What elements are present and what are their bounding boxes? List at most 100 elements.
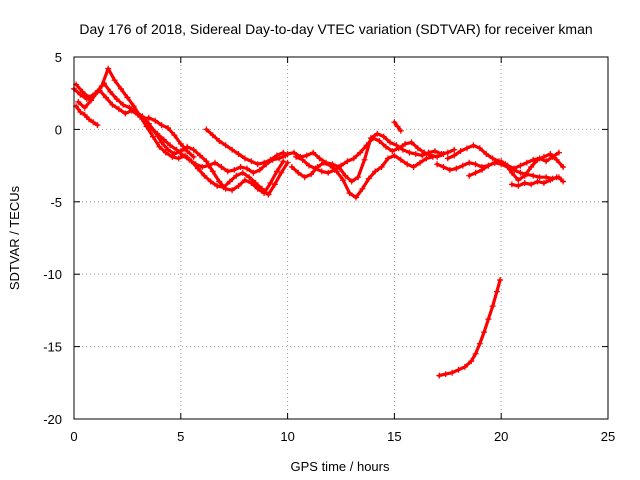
- data-point: [536, 174, 543, 181]
- data-point: [408, 139, 415, 146]
- data-point: [77, 109, 84, 115]
- x-tick-label: 0: [70, 429, 77, 444]
- data-point: [466, 172, 473, 179]
- data-series-arc-9: [293, 135, 447, 176]
- data-point: [540, 153, 547, 160]
- data-point: [229, 146, 236, 153]
- data-point: [444, 149, 451, 156]
- data-point: [534, 178, 541, 185]
- y-tick-label: -20: [43, 412, 62, 427]
- data-point: [327, 162, 334, 169]
- data-point: [303, 152, 310, 159]
- data-point: [560, 164, 567, 170]
- data-point: [241, 177, 248, 184]
- data-point: [534, 156, 541, 163]
- data-point: [261, 159, 268, 166]
- data-point: [224, 168, 231, 175]
- data-series-arc-5: [139, 114, 197, 160]
- data-point: [94, 122, 101, 129]
- data-point: [90, 119, 97, 126]
- data-point: [553, 156, 560, 163]
- data-point: [560, 178, 567, 185]
- data-point: [222, 142, 229, 149]
- data-point: [528, 181, 535, 188]
- data-point: [75, 98, 82, 105]
- data-point: [387, 139, 394, 146]
- data-point: [295, 169, 302, 176]
- data-point: [86, 116, 92, 123]
- data-point: [177, 140, 184, 147]
- data-point: [397, 127, 404, 134]
- data-point: [489, 155, 496, 162]
- data-point: [214, 182, 221, 189]
- data-point: [86, 94, 92, 101]
- data-point: [365, 175, 372, 182]
- data-point: [466, 159, 473, 166]
- data-point: [310, 149, 317, 156]
- data-point: [423, 155, 430, 162]
- chart-title: Day 176 of 2018, Sidereal Day-to-day VTE…: [79, 21, 592, 37]
- data-point: [376, 138, 383, 144]
- data-point: [395, 145, 402, 152]
- data-point: [81, 104, 88, 111]
- data-point: [472, 169, 479, 176]
- data-series-arc-4: [73, 103, 101, 129]
- data-point: [246, 174, 253, 181]
- data-point: [489, 303, 496, 310]
- series-trace: [72, 87, 288, 175]
- data-point: [197, 152, 203, 159]
- data-point: [248, 158, 255, 165]
- data-point: [216, 178, 223, 185]
- data-point: [111, 77, 118, 84]
- data-point: [267, 156, 274, 163]
- data-point: [457, 148, 464, 155]
- data-point: [190, 153, 197, 160]
- data-point: [508, 181, 515, 188]
- data-point: [105, 65, 112, 72]
- plot-frame: [73, 56, 609, 420]
- data-point: [331, 166, 338, 173]
- y-tick-label: -10: [43, 267, 62, 282]
- data-point: [124, 94, 131, 101]
- data-point: [555, 149, 562, 156]
- data-point: [553, 174, 560, 181]
- data-point: [312, 165, 319, 172]
- data-point: [167, 142, 174, 149]
- data-point: [252, 180, 259, 186]
- data-point: [233, 172, 240, 179]
- data-point: [241, 155, 248, 162]
- data-point: [316, 155, 323, 162]
- data-point: [348, 178, 355, 185]
- y-tick-label: -15: [43, 340, 62, 355]
- data-point: [293, 153, 300, 160]
- data-point: [182, 152, 189, 159]
- data-point: [459, 162, 466, 169]
- data-point: [485, 162, 492, 169]
- data-point: [440, 164, 447, 170]
- x-tick-label: 5: [177, 429, 184, 444]
- data-point: [203, 126, 210, 133]
- data-point: [394, 123, 401, 130]
- data-point: [177, 148, 184, 155]
- x-tick-label: 10: [280, 429, 294, 444]
- data-point: [353, 194, 359, 201]
- data-point: [115, 106, 122, 113]
- data-point: [320, 159, 327, 166]
- data-point: [444, 155, 451, 162]
- data-point: [126, 104, 133, 111]
- data-point: [231, 166, 238, 173]
- data-point: [434, 161, 441, 168]
- data-point: [528, 164, 535, 170]
- data-point: [284, 151, 291, 157]
- data-point: [470, 142, 477, 149]
- data-point: [434, 153, 441, 160]
- data-point: [318, 168, 325, 175]
- data-point: [483, 151, 490, 157]
- y-tick-label: -5: [50, 195, 62, 210]
- data-point: [543, 174, 550, 181]
- data-point: [98, 83, 105, 89]
- data-point: [301, 174, 308, 181]
- series-trace: [467, 161, 565, 184]
- data-point: [451, 152, 458, 159]
